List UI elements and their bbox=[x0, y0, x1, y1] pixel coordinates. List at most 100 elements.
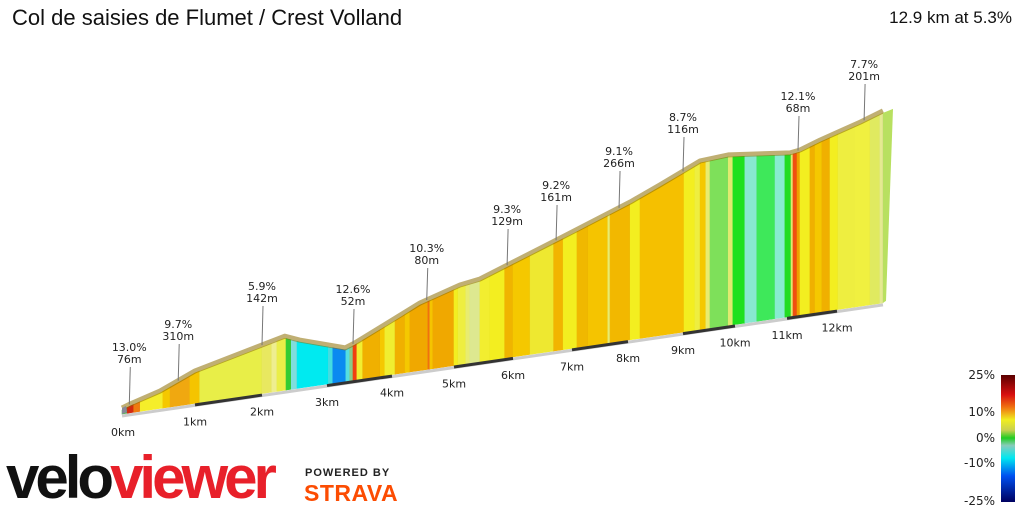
gradient-segment bbox=[562, 231, 578, 350]
gradient-segment bbox=[384, 320, 396, 376]
page-title: Col de saisies de Flumet / Crest Volland bbox=[12, 5, 403, 30]
logo-velo-text: velo bbox=[6, 444, 114, 511]
gradient-segment bbox=[796, 151, 801, 316]
distance-tick-label: 6km bbox=[501, 369, 525, 382]
annotation-length: 161m bbox=[540, 191, 572, 204]
annotation-leader-line bbox=[177, 343, 180, 381]
distance-tick-label: 12km bbox=[821, 322, 852, 335]
annotation-gradient: 9.2% bbox=[542, 179, 570, 192]
gradient-segment bbox=[814, 140, 823, 314]
distance-tick-label: 7km bbox=[560, 360, 584, 373]
annotation-leader-line bbox=[128, 366, 131, 405]
gradient-segment bbox=[705, 160, 711, 330]
legend-colorbar bbox=[1001, 375, 1015, 502]
annotation-gradient: 5.9% bbox=[248, 280, 276, 293]
annotation-leader-line bbox=[797, 115, 800, 151]
annotation-leader-line bbox=[555, 204, 558, 241]
gradient-segment bbox=[799, 146, 811, 316]
gradient-segment bbox=[694, 162, 701, 331]
annotation-length: 266m bbox=[603, 157, 635, 170]
annotation-gradient: 12.1% bbox=[781, 90, 816, 103]
gradient-segment bbox=[576, 225, 589, 348]
annotation-leader-line bbox=[506, 228, 509, 266]
gradient-segment bbox=[639, 172, 685, 339]
gradient-segment bbox=[349, 345, 354, 382]
annotation-leader-line bbox=[261, 305, 264, 346]
distance-baseline bbox=[121, 303, 884, 418]
distance-tick-label: 3km bbox=[315, 396, 339, 409]
gradient-segment bbox=[345, 347, 351, 382]
gradient-strips bbox=[121, 112, 884, 415]
gradient-segment bbox=[429, 298, 434, 370]
gradient-segment bbox=[457, 284, 467, 366]
distance-tick-label: 9km bbox=[671, 344, 695, 357]
gradient-segment bbox=[356, 339, 364, 381]
gradient-segment bbox=[379, 326, 386, 377]
distance-tick-label: 11km bbox=[771, 329, 802, 342]
gradient-segment bbox=[285, 338, 292, 391]
gradient-segment bbox=[512, 254, 531, 358]
gradient-segment bbox=[394, 313, 406, 375]
annotation-length: 142m bbox=[246, 292, 278, 305]
annotation-leader-line bbox=[352, 308, 355, 344]
annotation-gradient: 12.6% bbox=[336, 283, 371, 296]
annotation-length: 76m bbox=[117, 353, 142, 366]
annotation-length: 129m bbox=[491, 215, 523, 228]
gradient-segment bbox=[784, 154, 792, 318]
gradient-segment bbox=[189, 370, 200, 405]
annotation-length: 201m bbox=[848, 70, 880, 83]
profile-start-face bbox=[122, 406, 127, 414]
gradient-segment bbox=[332, 347, 347, 384]
annotation-length: 80m bbox=[414, 254, 439, 267]
gradient-segment bbox=[327, 346, 334, 385]
legend-label: 0% bbox=[976, 431, 995, 445]
distance-tick-label: 2km bbox=[250, 406, 274, 419]
gradient-segment bbox=[404, 310, 411, 374]
veloviewer-logo[interactable]: veloviewer bbox=[6, 448, 277, 508]
gradient-segment bbox=[744, 155, 758, 324]
gradient-legend: 25% 10% 0% -10% -25% bbox=[964, 368, 1015, 508]
gradient-segment bbox=[504, 263, 514, 359]
gradient-segment bbox=[261, 342, 273, 394]
gradient-segment bbox=[727, 156, 734, 326]
strava-logo[interactable]: STRAVA bbox=[304, 480, 399, 506]
gradient-segment bbox=[276, 337, 287, 392]
annotation-gradient: 8.7% bbox=[669, 111, 697, 124]
annotation-gradient: 9.7% bbox=[164, 318, 192, 331]
gradient-segment bbox=[854, 118, 871, 308]
gradient-segment bbox=[553, 238, 564, 352]
distance-tick-label: 4km bbox=[380, 387, 404, 400]
gradient-segment bbox=[609, 203, 631, 344]
gradient-segment bbox=[465, 283, 471, 365]
annotation-leader-line bbox=[863, 83, 866, 121]
gradient-segment bbox=[453, 287, 459, 366]
gradient-segment bbox=[792, 152, 798, 317]
km-marker-band bbox=[682, 324, 736, 336]
km-marker-band bbox=[326, 374, 393, 388]
legend-label: -10% bbox=[964, 456, 995, 470]
legend-label: -25% bbox=[964, 494, 995, 508]
annotation-leader-line bbox=[426, 267, 429, 301]
legend-label: 10% bbox=[968, 405, 995, 419]
gradient-segment bbox=[479, 275, 491, 363]
gradient-segment bbox=[469, 280, 481, 364]
gradient-segment bbox=[409, 300, 429, 373]
gradient-segment bbox=[774, 154, 786, 320]
annotation-leader-line bbox=[682, 136, 685, 172]
profile-end-face bbox=[883, 108, 893, 303]
gradient-segment bbox=[296, 341, 329, 389]
gradient-segment bbox=[699, 161, 707, 330]
gradient-segment bbox=[683, 165, 696, 333]
profile-top-surface bbox=[120, 108, 893, 414]
distance-tick-label: 0km bbox=[111, 426, 135, 439]
gradient-segment bbox=[809, 144, 816, 314]
km-marker-band bbox=[786, 309, 838, 320]
annotation-gradient: 7.7% bbox=[850, 58, 878, 71]
gradient-segment bbox=[732, 156, 746, 326]
gradient-segment bbox=[489, 267, 506, 361]
gradient-segment bbox=[290, 339, 298, 390]
annotation-gradient: 10.3% bbox=[409, 242, 444, 255]
distance-tick-label: 1km bbox=[183, 415, 207, 428]
annotation-length: 116m bbox=[667, 123, 699, 136]
annotation-gradient: 13.0% bbox=[112, 341, 147, 354]
